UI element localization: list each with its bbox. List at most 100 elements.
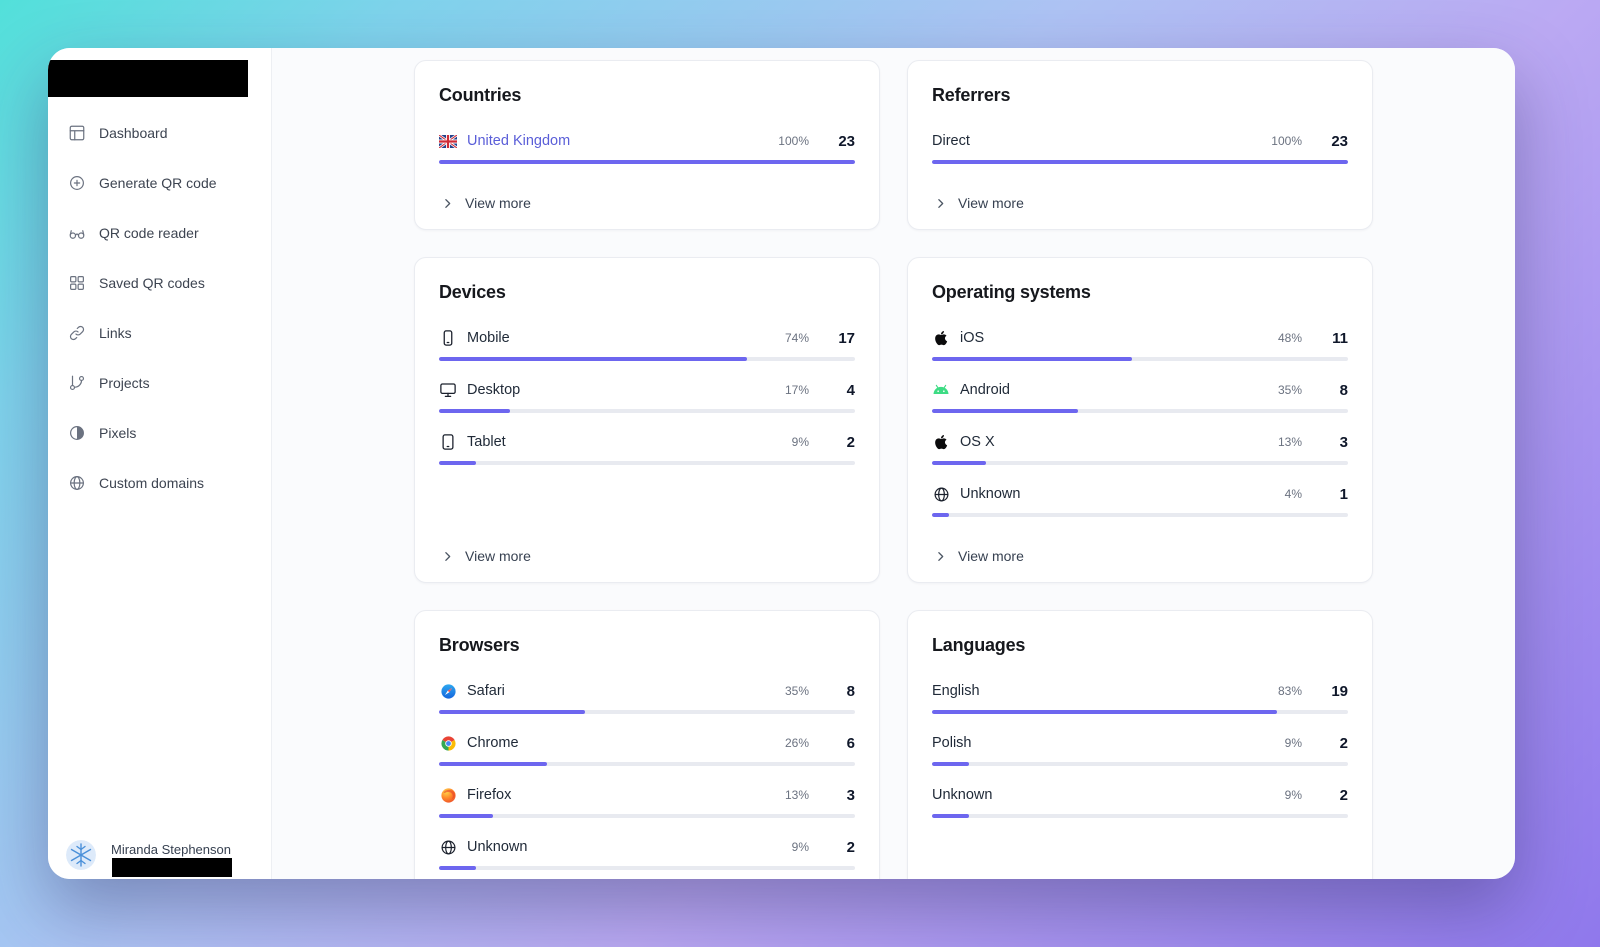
sidebar-item-custom-domains[interactable]: Custom domains — [62, 458, 257, 508]
percent-label: 35% — [1277, 383, 1302, 397]
card-title: Countries — [439, 85, 522, 105]
progress-fill — [932, 461, 987, 465]
view-more-label: View more — [465, 195, 531, 211]
progress-fill — [932, 409, 1078, 413]
globe-icon — [932, 485, 950, 503]
percent-label: 26% — [784, 736, 809, 750]
safari-icon — [439, 682, 457, 700]
percent-label: 9% — [791, 435, 809, 449]
chevron-right-icon — [934, 197, 947, 210]
percent-label: 35% — [784, 684, 809, 698]
progress-fill — [439, 461, 477, 465]
progress-fill — [439, 710, 585, 714]
progress-fill — [932, 357, 1132, 361]
chevron-right-icon — [441, 197, 454, 210]
sidebar-item-pixels[interactable]: Pixels — [62, 408, 257, 458]
view-more-button[interactable]: View more — [932, 536, 1348, 570]
device-label: Mobile — [467, 330, 510, 346]
progress-track — [932, 513, 1348, 517]
sidebar-item-dashboard[interactable]: Dashboard — [62, 108, 257, 158]
sidebar-item-links[interactable]: Links — [62, 308, 257, 358]
apple-icon — [932, 433, 950, 451]
branch-icon — [68, 374, 86, 392]
apple-icon — [932, 329, 950, 347]
browser-label: Unknown — [467, 839, 528, 855]
progress-fill — [932, 710, 1278, 714]
card-browsers: Browsers Safari 35% 8 Chrome 26% — [414, 610, 880, 879]
card-languages: Languages English 83% 19 Polish 9% 2 — [907, 610, 1373, 879]
sidebar-item-label: Projects — [99, 375, 150, 391]
percent-label: 74% — [784, 331, 809, 345]
count-value: 8 — [846, 682, 855, 700]
count-value: 3 — [846, 786, 855, 804]
progress-fill — [439, 409, 510, 413]
view-more-button[interactable]: View more — [439, 536, 855, 570]
country-link[interactable]: United Kingdom — [467, 133, 571, 149]
progress-fill — [932, 762, 970, 766]
sidebar-item-label: QR code reader — [99, 225, 199, 241]
view-more-button[interactable]: View more — [439, 183, 855, 217]
percent-label: 13% — [784, 788, 809, 802]
sidebar-item-generate-qr[interactable]: Generate QR code — [62, 158, 257, 208]
sidebar-item-label: Custom domains — [99, 475, 205, 491]
stat-row: Mobile 74% 17 — [439, 328, 855, 361]
percent-label: 4% — [1284, 487, 1302, 501]
progress-fill — [932, 513, 949, 517]
sidebar-item-label: Pixels — [99, 425, 137, 441]
progress-fill — [439, 160, 855, 164]
stat-row: Unknown 4% 1 — [932, 484, 1348, 517]
sidebar-item-qr-reader[interactable]: QR code reader — [62, 208, 257, 258]
sidebar-item-saved-qr[interactable]: Saved QR codes — [62, 258, 257, 308]
chevron-right-icon — [441, 550, 454, 563]
count-value: 2 — [846, 433, 855, 451]
progress-track — [439, 866, 855, 870]
browser-label: Firefox — [467, 787, 512, 803]
sidebar-item-label: Links — [99, 325, 132, 341]
chrome-icon — [439, 734, 457, 752]
desktop-icon — [439, 381, 457, 399]
sidebar-item-label: Generate QR code — [99, 175, 217, 191]
count-value: 3 — [1339, 433, 1348, 451]
user-name: Miranda Stephenson — [111, 842, 231, 857]
count-value: 23 — [1331, 132, 1348, 150]
os-label: Android — [960, 382, 1010, 398]
count-value: 11 — [1332, 329, 1348, 347]
card-title: Operating systems — [932, 282, 1091, 302]
stat-row: Unknown 9% 2 — [439, 837, 855, 870]
glasses-icon — [68, 224, 86, 242]
chevron-right-icon — [934, 550, 947, 563]
percent-label: 100% — [1271, 134, 1302, 148]
percent-label: 9% — [791, 840, 809, 854]
progress-fill — [439, 357, 747, 361]
language-label: Polish — [932, 735, 972, 751]
count-value: 8 — [1339, 381, 1348, 399]
stat-row: Desktop 17% 4 — [439, 380, 855, 413]
progress-track — [439, 160, 855, 164]
progress-fill — [932, 814, 970, 818]
progress-track — [439, 814, 855, 818]
mobile-icon — [439, 329, 457, 347]
card-title: Browsers — [439, 635, 520, 655]
stat-row: iOS 48% 11 — [932, 328, 1348, 361]
count-value: 2 — [1339, 734, 1348, 752]
stat-row: Android 35% 8 — [932, 380, 1348, 413]
card-referrers: Referrers Direct 100% 23 View more — [907, 60, 1373, 230]
language-label: English — [932, 683, 980, 699]
count-value: 23 — [838, 132, 855, 150]
tablet-icon — [439, 433, 457, 451]
progress-track — [932, 461, 1348, 465]
progress-track — [439, 710, 855, 714]
sidebar-item-label: Saved QR codes — [99, 275, 205, 291]
browser-label: Chrome — [467, 735, 519, 751]
sidebar: Dashboard Generate QR code QR code reade… — [48, 48, 272, 879]
globe-icon — [439, 838, 457, 856]
count-value: 17 — [838, 329, 855, 347]
card-title: Languages — [932, 635, 1026, 655]
user-area[interactable]: Miranda Stephenson — [66, 840, 266, 877]
progress-track — [932, 409, 1348, 413]
sidebar-item-projects[interactable]: Projects — [62, 358, 257, 408]
stat-row: Unknown 9% 2 — [932, 785, 1348, 818]
stat-row: Tablet 9% 2 — [439, 432, 855, 465]
view-more-button[interactable]: View more — [932, 183, 1348, 217]
progress-track — [439, 409, 855, 413]
